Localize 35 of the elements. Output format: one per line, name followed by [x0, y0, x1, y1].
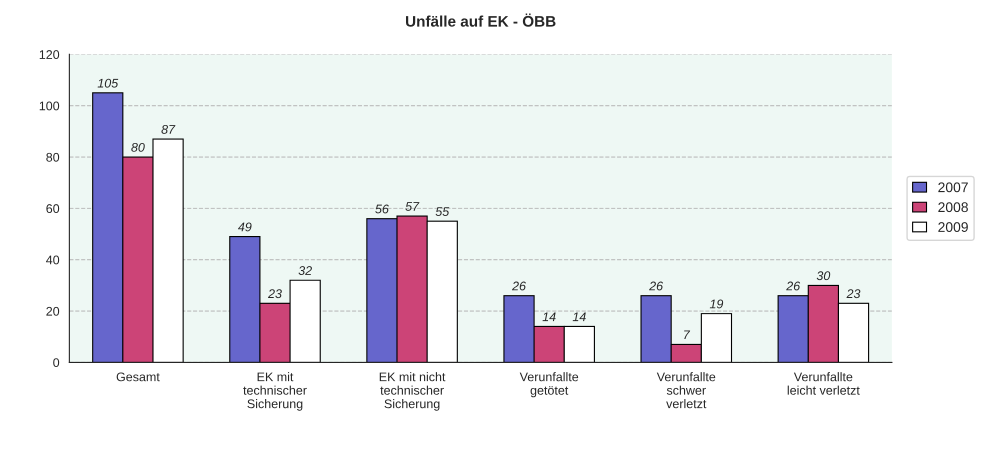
legend-label: 2007: [938, 182, 968, 192]
data-label: 23: [846, 289, 860, 298]
y-tick-label: 80: [46, 152, 60, 162]
legend-label: 2008: [938, 202, 968, 212]
data-label: 19: [710, 300, 724, 308]
y-tick-label: 120: [40, 50, 60, 60]
data-label: 26: [512, 282, 526, 290]
data-label: 23: [268, 289, 282, 298]
y-tick-label: 60: [46, 204, 60, 214]
legend-label: 2009: [938, 222, 968, 232]
data-label: 57: [405, 202, 420, 211]
data-label: 14: [572, 312, 586, 322]
x-tick-label: Verunfallte getötet: [520, 372, 578, 398]
data-label: 26: [649, 282, 664, 290]
x-tick-label: Verunfallte schwer verletzt: [656, 372, 716, 408]
data-label: 55: [436, 207, 450, 216]
y-tick-label: 0: [53, 358, 60, 368]
chart-title: Unfälle auf EK - ÖBB: [406, 14, 556, 27]
x-tick-label: EK mit technischer Sicherung: [243, 372, 307, 411]
y-tick-label: 100: [40, 102, 60, 110]
data-label: 26: [786, 282, 800, 290]
data-label: 14: [542, 312, 556, 322]
data-label: 56: [375, 204, 389, 214]
data-label: 80: [131, 142, 145, 152]
data-label: 32: [298, 266, 312, 276]
data-label: 49: [238, 222, 252, 232]
data-label: 30: [816, 271, 830, 280]
data-label: 105: [98, 78, 118, 88]
data-label: 87: [161, 124, 176, 134]
x-tick-label: Verunfallte leicht verletzt: [788, 372, 860, 395]
x-tick-label: Gesamt: [116, 372, 160, 382]
x-tick-label: EK mit nicht technischer Sicherung: [380, 372, 446, 411]
y-tick-label: 40: [46, 256, 60, 264]
y-tick-label: 20: [46, 306, 60, 316]
data-label: 7: [684, 330, 690, 340]
